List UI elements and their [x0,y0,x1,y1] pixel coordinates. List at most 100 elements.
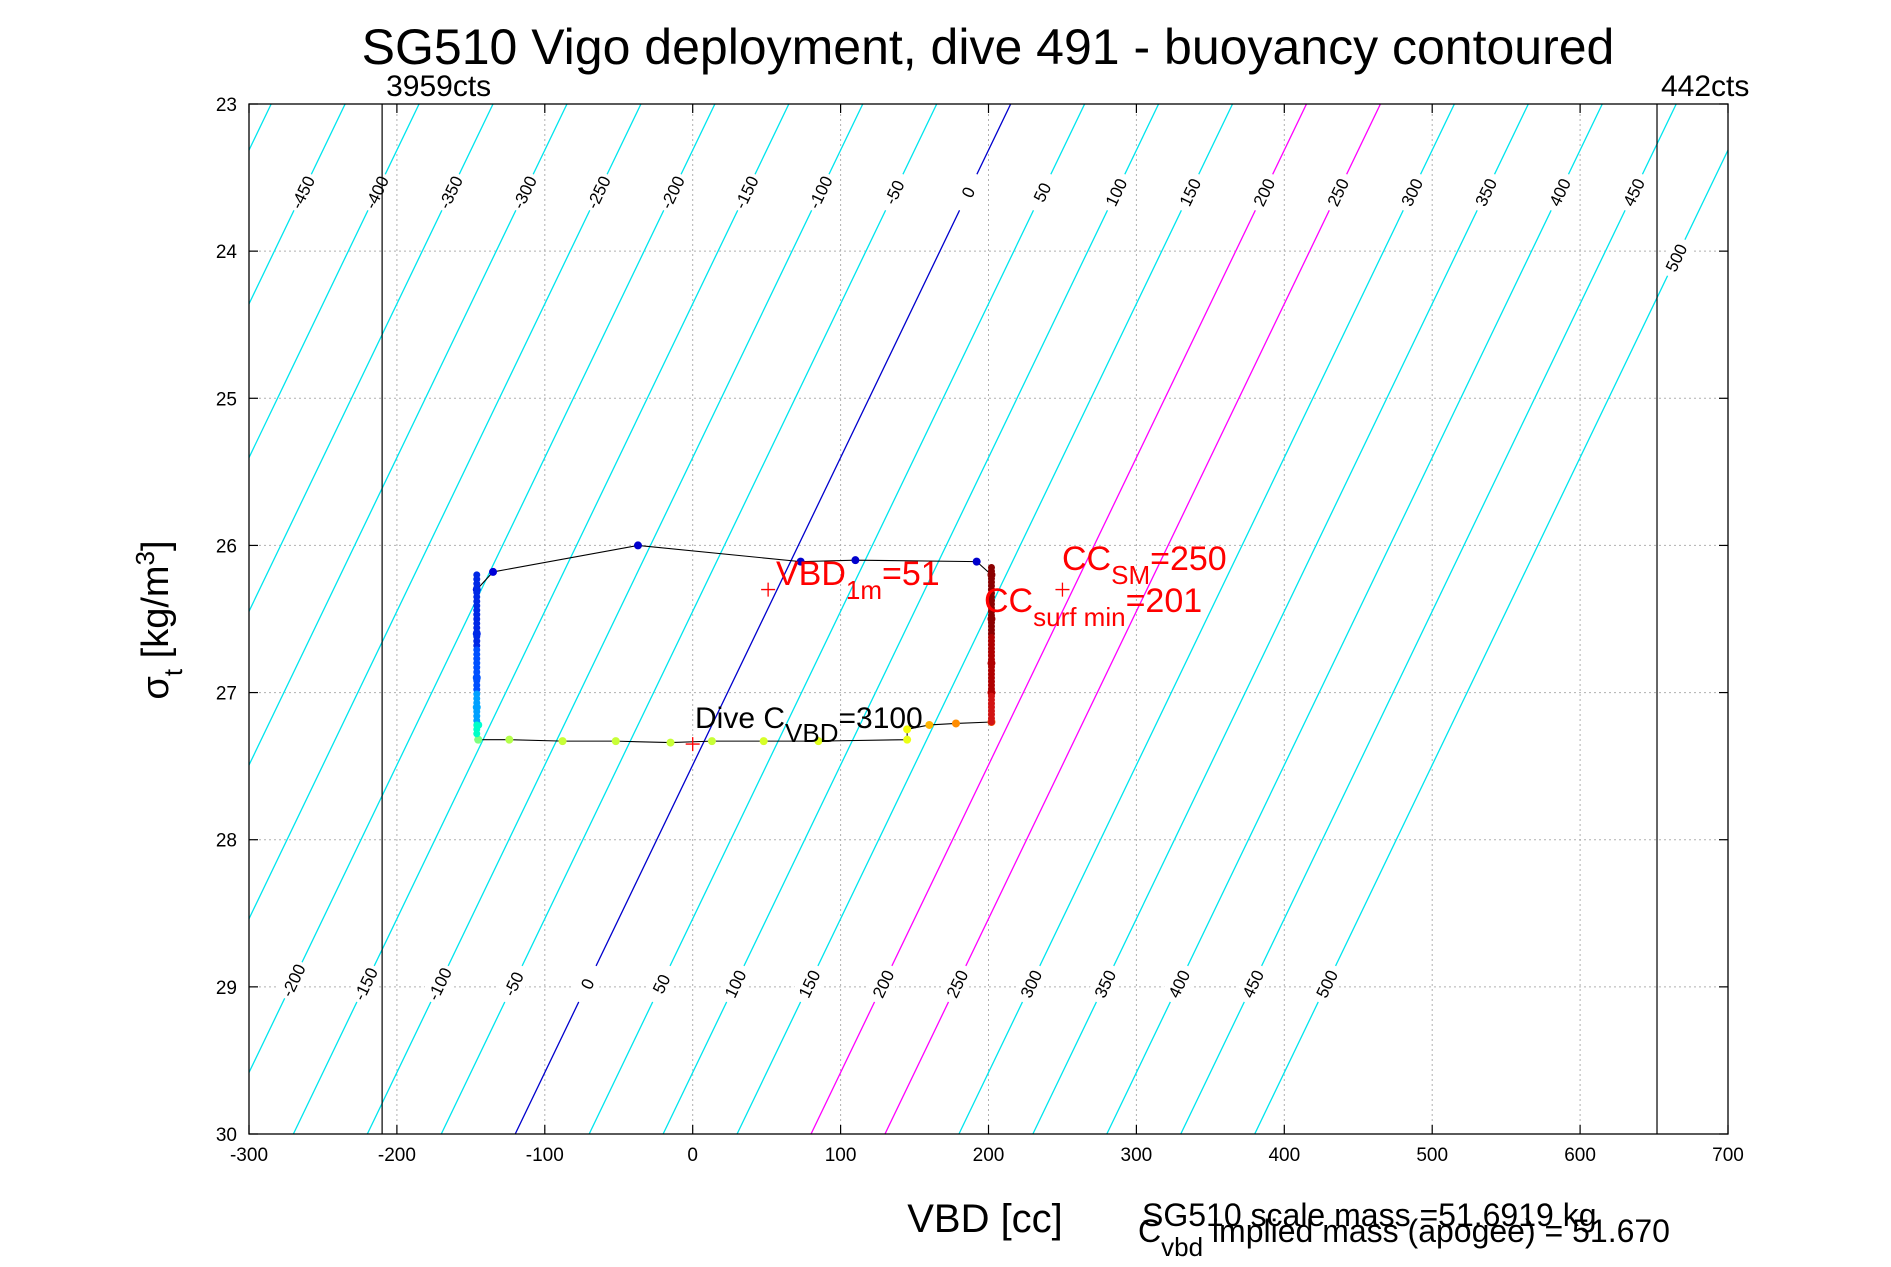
y-tick-label: 30 [216,1125,237,1146]
contour-label-bg [1318,169,1358,216]
contour-label-bg [1011,960,1051,1008]
contour-label-bg [1159,960,1199,1008]
chart-title: SG510 Vigo deployment, dive 491 - buoyan… [362,19,1615,75]
contour-line-50 [588,104,1086,1134]
dive-track-point [666,738,675,747]
y-tick-label: 23 [216,95,237,116]
axes-box: -300 -200 -100 0 100 200 300 400 500 600 700 23 24 25… [216,95,1744,1166]
contour-label-bg [567,960,607,1008]
contour-label-bg [346,960,386,1008]
x-tick-label: 400 [1268,1145,1300,1166]
x-tick-label: -200 [378,1145,416,1166]
cc-surf-min-annotation: CCsurf min=201 [984,582,1202,632]
contour-label-bg [863,960,903,1008]
contour-label-bg [357,169,397,216]
cc-surf-min-annotation-main: CC [984,582,1033,620]
dive-c-vbd-annotation-rest: =3100 [838,702,922,735]
dive-track-point [987,718,995,726]
contour-line-250 [884,104,1382,1134]
vbd-limit-label: 3959cts [386,70,491,103]
contour-label-bg [800,169,840,216]
dive-c-vbd-annotation-sub: VBD [785,718,838,748]
contour-label-bg [1022,169,1062,216]
contour-line--350 [249,104,494,613]
vbd1m-annotation-sub: 1m [846,575,882,605]
contour-label-bg [493,960,533,1008]
contour-label-bg [1085,960,1125,1008]
cc-sm-annotation-main: CC [1062,540,1111,578]
x-tick-label: -100 [526,1145,564,1166]
dive-track-point [951,719,960,728]
y-tick-label: 27 [216,684,237,705]
contour-label-bg [948,169,988,216]
dive-track-point [633,541,642,550]
contour-label-bg [874,169,914,216]
dive-track-point [851,556,860,565]
contour-line-200 [810,104,1308,1134]
x-tick-label: -300 [230,1145,268,1166]
plus-marker [685,737,700,752]
contour-label-bg [789,960,829,1008]
plus-marker [1055,582,1070,597]
vbd1m-annotation-rest: =51 [882,555,940,593]
contour-line-350 [1032,104,1529,1134]
vbd1m-annotation-main: VBD [776,555,846,593]
plus-marker [761,582,776,597]
contour-label-bg [1466,169,1506,216]
y-axis-label: σt [kg/m3] [130,540,188,699]
dive-track-point [925,720,934,729]
dive-track-point [814,737,823,746]
dive-track-point [759,737,768,746]
vbd1m-annotation: VBD1m=51 [776,555,940,605]
y-tick-label: 28 [216,831,237,852]
contour-line-400 [1106,104,1603,1134]
contour-label-bg [1096,169,1136,216]
dive-track-point [796,557,805,566]
contour-line-450 [1180,104,1677,1134]
contour-label-bg [505,169,545,216]
implied-mass-text-main: C [1138,1213,1161,1249]
contour-label-bg [283,169,323,216]
contour-line--400 [249,104,420,460]
cc-surf-min-annotation-rest: =201 [1126,582,1203,620]
vbd-limit-lines: 3959cts 442cts [381,70,1749,1134]
contour-label-bg [1540,169,1580,216]
contour-label-bg [641,960,681,1008]
contour-label-bg [578,169,618,216]
y-axis-label-part: ] [135,540,177,551]
contour-label-bg [726,169,766,216]
cc-sm-annotation-sub: SM [1111,560,1150,590]
y-tick-label: 24 [216,242,238,263]
contour-label-bg [1614,169,1654,216]
contour-label-bg [1392,169,1432,216]
cc-surf-min-annotation-sub: surf min [1033,602,1125,632]
dive-track-point [903,725,912,734]
dive-c-vbd-annotation: Dive CVBD=3100 [695,702,923,748]
x-tick-label: 100 [825,1145,857,1166]
implied-mass-text-sub: vbd [1161,1232,1203,1262]
contour-label-bg [1244,169,1284,216]
contour-line--150 [292,104,790,1134]
x-axis-label: VBD [cc] [907,1197,1063,1241]
contour-line--450 [249,104,346,306]
dive-track-point [972,557,981,566]
contour-label-bg [652,169,692,216]
x-tick-label: 300 [1121,1145,1153,1166]
contour-line--100 [366,104,864,1134]
dive-track-point [611,737,620,746]
reference-markers [685,582,1070,752]
y-tick-label: 26 [216,536,237,557]
contour-label-bg [715,960,755,1008]
dive-track-point [558,737,567,746]
contour-label-bg [1233,960,1273,1008]
x-tick-label: 0 [687,1145,698,1166]
contour-line-300 [958,104,1455,1134]
x-tick-label: 600 [1564,1145,1596,1166]
x-tick-label: 500 [1416,1145,1448,1166]
x-tick-label: 200 [973,1145,1005,1166]
dive-track-point [473,730,481,738]
y-axis-label-part: [kg/m [135,565,177,668]
contour-line--300 [249,104,568,767]
